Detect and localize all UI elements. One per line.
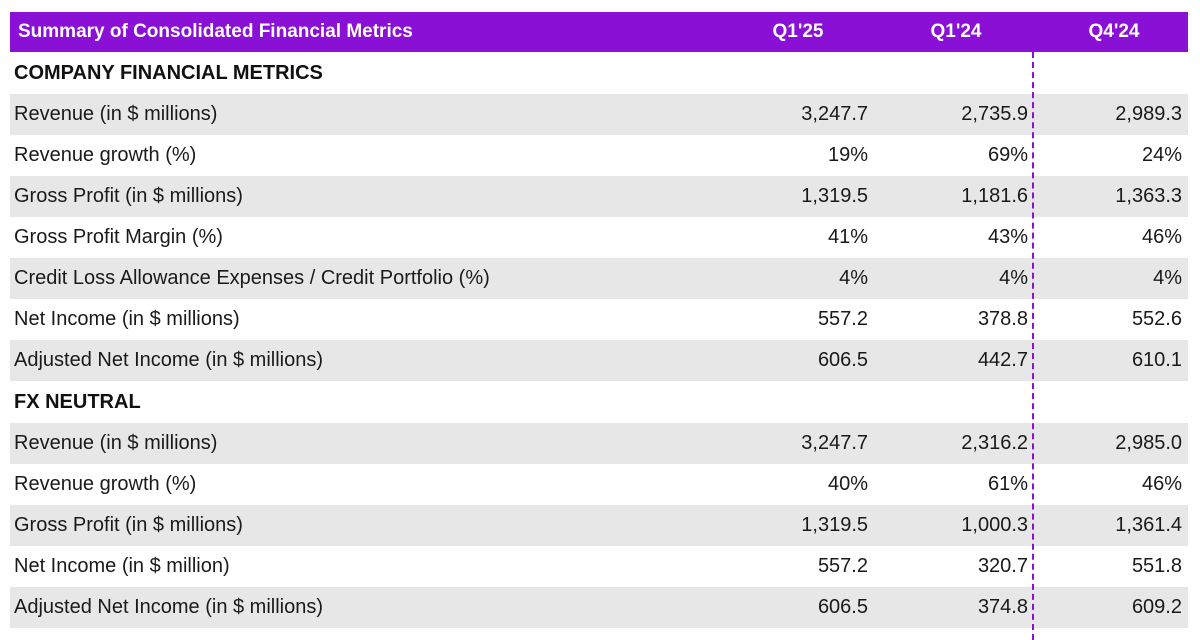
cell-q4-24: 2,985.0 — [1115, 432, 1182, 454]
cell-q1-24: 2,316.2 — [961, 432, 1028, 454]
cell-q1-25: 557.2 — [817, 555, 868, 577]
table-row: Gross Profit Margin (%) 41% 43% 46% — [10, 217, 1188, 258]
cell-q1-24: 442.7 — [977, 349, 1028, 371]
section-heading: FX NEUTRAL — [14, 390, 141, 413]
row-label: Revenue growth (%) — [14, 144, 197, 166]
row-label: Revenue growth (%) — [14, 473, 197, 495]
cell-q1-24: 320.7 — [977, 555, 1028, 577]
row-label: Revenue (in $ millions) — [14, 103, 218, 125]
row-label: Gross Profit (in $ millions) — [14, 514, 243, 536]
cell-q1-24: 1,181.6 — [961, 185, 1028, 207]
cell-q1-24: 69% — [987, 144, 1028, 166]
table-header: Summary of Consolidated Financial Metric… — [10, 12, 1188, 52]
row-label: Revenue (in $ millions) — [14, 432, 218, 454]
column-header-q1-24: Q1'24 — [930, 21, 982, 42]
column-header-q4-24: Q4'24 — [1088, 21, 1140, 42]
cell-q4-24: 609.2 — [1131, 596, 1182, 618]
cell-q1-24: 378.8 — [977, 308, 1028, 330]
cell-q1-25: 606.5 — [817, 596, 868, 618]
table-row: Revenue (in $ millions) 3,247.7 2,316.2 … — [10, 423, 1188, 464]
cell-q1-24: 374.8 — [977, 596, 1028, 618]
cell-q1-25: 606.5 — [817, 349, 868, 371]
row-label: Gross Profit Margin (%) — [14, 226, 223, 248]
cell-q4-24: 2,989.3 — [1115, 103, 1182, 125]
cell-q4-24: 610.1 — [1131, 349, 1182, 371]
cell-q1-24: 43% — [987, 226, 1028, 248]
table-row: Adjusted Net Income (in $ millions) 606.… — [10, 587, 1188, 628]
row-label: Net Income (in $ million) — [14, 555, 230, 577]
cell-q4-24: 24% — [1141, 144, 1182, 166]
section-heading: COMPANY FINANCIAL METRICS — [14, 61, 323, 84]
cell-q1-25: 1,319.5 — [801, 185, 868, 207]
row-label: Adjusted Net Income (in $ millions) — [14, 349, 324, 371]
cell-q1-25: 19% — [827, 144, 868, 166]
row-label: Credit Loss Allowance Expenses / Credit … — [14, 267, 490, 289]
cell-q1-25: 3,247.7 — [801, 103, 868, 125]
cell-q1-25: 3,247.7 — [801, 432, 868, 454]
table-row: Net Income (in $ million) 557.2 320.7 55… — [10, 546, 1188, 587]
table-row: Revenue growth (%) 40% 61% 46% — [10, 464, 1188, 505]
row-label: Net Income (in $ millions) — [14, 308, 240, 330]
table-row: Adjusted Net Income (in $ millions) 606.… — [10, 340, 1188, 381]
cell-q4-24: 46% — [1141, 473, 1182, 495]
cell-q1-24: 2,735.9 — [961, 103, 1028, 125]
cell-q1-24: 4% — [999, 267, 1028, 289]
cell-q1-25: 1,319.5 — [801, 514, 868, 536]
cell-q4-24: 46% — [1141, 226, 1182, 248]
row-label: Adjusted Net Income (in $ millions) — [14, 596, 324, 618]
cell-q1-25: 40% — [827, 473, 868, 495]
table-row: Net Income (in $ millions) 557.2 378.8 5… — [10, 299, 1188, 340]
column-header-q1-25: Q1'25 — [772, 21, 824, 42]
cell-q4-24: 4% — [1153, 267, 1182, 289]
table-row: Credit Loss Allowance Expenses / Credit … — [10, 258, 1188, 299]
column-divider — [1032, 52, 1034, 640]
cell-q1-25: 4% — [839, 267, 868, 289]
cell-q4-24: 552.6 — [1131, 308, 1182, 330]
cell-q4-24: 1,361.4 — [1115, 514, 1182, 536]
row-label: Gross Profit (in $ millions) — [14, 185, 243, 207]
cell-q1-24: 61% — [987, 473, 1028, 495]
table-row: Gross Profit (in $ millions) 1,319.5 1,1… — [10, 176, 1188, 217]
table-row: Gross Profit (in $ millions) 1,319.5 1,0… — [10, 505, 1188, 546]
table-row: Revenue (in $ millions) 3,247.7 2,735.9 … — [10, 94, 1188, 135]
financial-metrics-table: Summary of Consolidated Financial Metric… — [10, 12, 1188, 628]
table-title: Summary of Consolidated Financial Metric… — [18, 21, 413, 42]
cell-q1-25: 557.2 — [817, 308, 868, 330]
cell-q1-25: 41% — [827, 226, 868, 248]
cell-q1-24: 1,000.3 — [961, 514, 1028, 536]
table-row: Revenue growth (%) 19% 69% 24% — [10, 135, 1188, 176]
cell-q4-24: 551.8 — [1131, 555, 1182, 577]
cell-q4-24: 1,363.3 — [1115, 185, 1182, 207]
